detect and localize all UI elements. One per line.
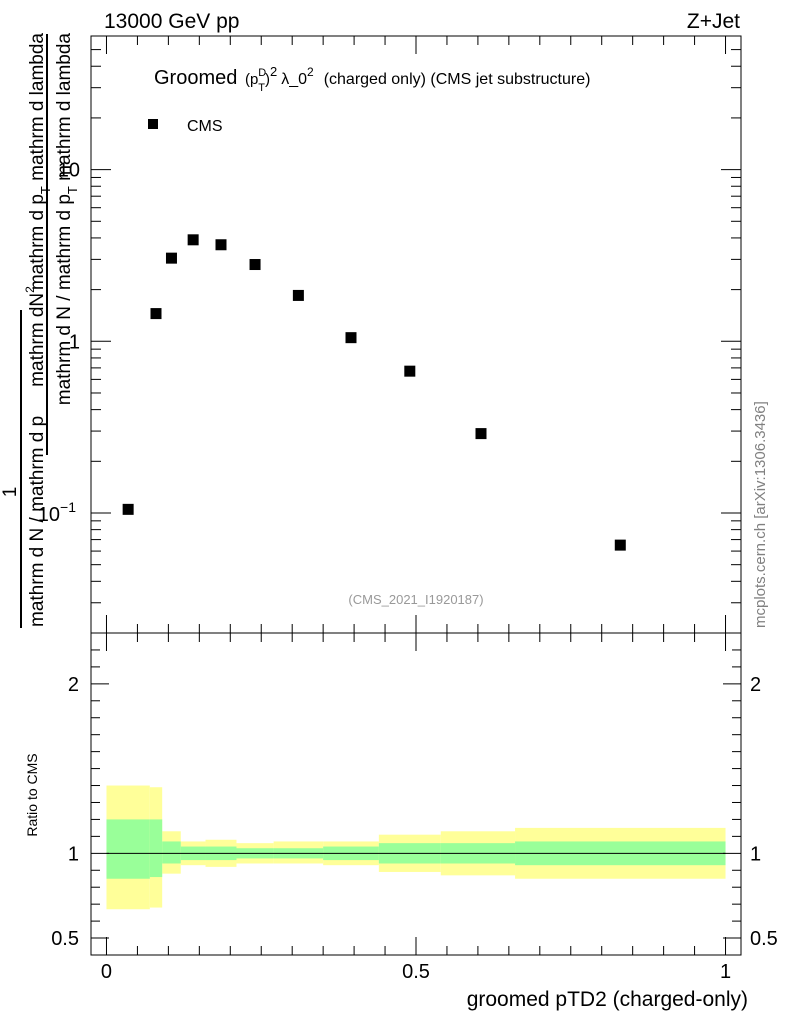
title-sup-d: D xyxy=(258,67,266,79)
ratio-tick-label-left: 2 xyxy=(68,674,79,696)
y-label-denominator: mathrm d N / mathrm d pT mathrm d lambda xyxy=(54,33,80,406)
main-ticks: 10−1 1 10 xyxy=(38,35,741,634)
data-point xyxy=(215,239,227,251)
ratio-inner-band xyxy=(162,841,181,864)
y-axis-label: mathrm dN2mathrm d pT mathrm d lambda ma… xyxy=(0,33,80,628)
title-paren-close: ) xyxy=(265,71,270,88)
main-tick-label: 1 xyxy=(69,331,80,353)
data-point xyxy=(187,234,199,246)
data-point xyxy=(614,539,626,551)
title-lambda-sup: 2 xyxy=(307,65,314,79)
main-plot: 10−1 1 10 xyxy=(38,35,742,634)
x-tick-label: 0 xyxy=(101,961,112,983)
data-point xyxy=(150,308,162,320)
header-left: 13000 GeV pp xyxy=(104,10,239,33)
data-point xyxy=(404,365,416,377)
data-point xyxy=(345,332,357,344)
y-label-lower: mathrm d N / mathrm d p xyxy=(27,416,48,627)
main-points xyxy=(122,234,626,551)
ratio-bands xyxy=(106,785,726,910)
x-tick-label: 0.5 xyxy=(402,961,430,983)
title-pre: Groomed xyxy=(154,67,237,89)
header-right: Z+Jet xyxy=(687,10,740,33)
ratio-tick-label-right: 1 xyxy=(750,843,761,865)
legend-label: CMS xyxy=(187,118,223,135)
ratio-tick-label-right: 2 xyxy=(750,674,761,696)
x-axis-label: groomed pTD2 (charged-only) xyxy=(467,988,748,1011)
legend-marker xyxy=(148,119,158,129)
data-point xyxy=(122,503,134,515)
svg-text:Groomed (pDT)2λ_02(charg: Groomed (pD T)2 λ_02 (charged only) (CMS je… xyxy=(154,64,590,94)
analysis-tag: (CMS_2021_I1920187) xyxy=(348,592,483,607)
y-label-numerator: mathrm dN2mathrm d pT mathrm d lambda xyxy=(23,33,53,387)
x-axis: 0 0.5 1 xyxy=(101,961,731,983)
ratio-inner-band xyxy=(106,819,150,879)
ratio-ticks: 0.5 0.5 1 1 2 2 xyxy=(51,633,778,955)
data-point xyxy=(165,252,177,264)
title-paren-open: ( xyxy=(245,71,250,88)
title-p: p xyxy=(250,71,258,88)
title-sup-2: 2 xyxy=(270,64,277,79)
data-point xyxy=(249,259,261,271)
plot-title: Groomed (pD T)2 λ_02 (charged only) (CMS je… xyxy=(154,64,590,94)
ratio-inner-band xyxy=(149,819,163,878)
title-lambda: λ_0 xyxy=(281,71,307,88)
title-post: (charged only) (CMS jet substructure) xyxy=(324,71,591,88)
y-label-one: 1 xyxy=(0,487,21,498)
ratio-tick-label-right: 0.5 xyxy=(750,928,778,950)
title-sub-t: T xyxy=(258,82,265,94)
ratio-tick-label-left: 1 xyxy=(68,843,79,865)
main-tick-label: 10 xyxy=(58,160,80,182)
x-tick-label: 1 xyxy=(720,961,731,983)
data-point xyxy=(292,289,304,301)
legend: CMS xyxy=(148,118,223,135)
ratio-plot: 0.5 0.5 1 1 2 2 Ratio to CMS xyxy=(24,632,778,956)
ratio-frame xyxy=(90,632,742,956)
ratio-tick-label-left: 0.5 xyxy=(51,928,79,950)
data-point xyxy=(475,428,487,440)
side-label: mcplots.cern.ch [arXiv:1306.3436] xyxy=(752,401,769,628)
ratio-y-label: Ratio to CMS xyxy=(24,753,40,836)
main-tick-label: 10−1 xyxy=(38,499,76,526)
